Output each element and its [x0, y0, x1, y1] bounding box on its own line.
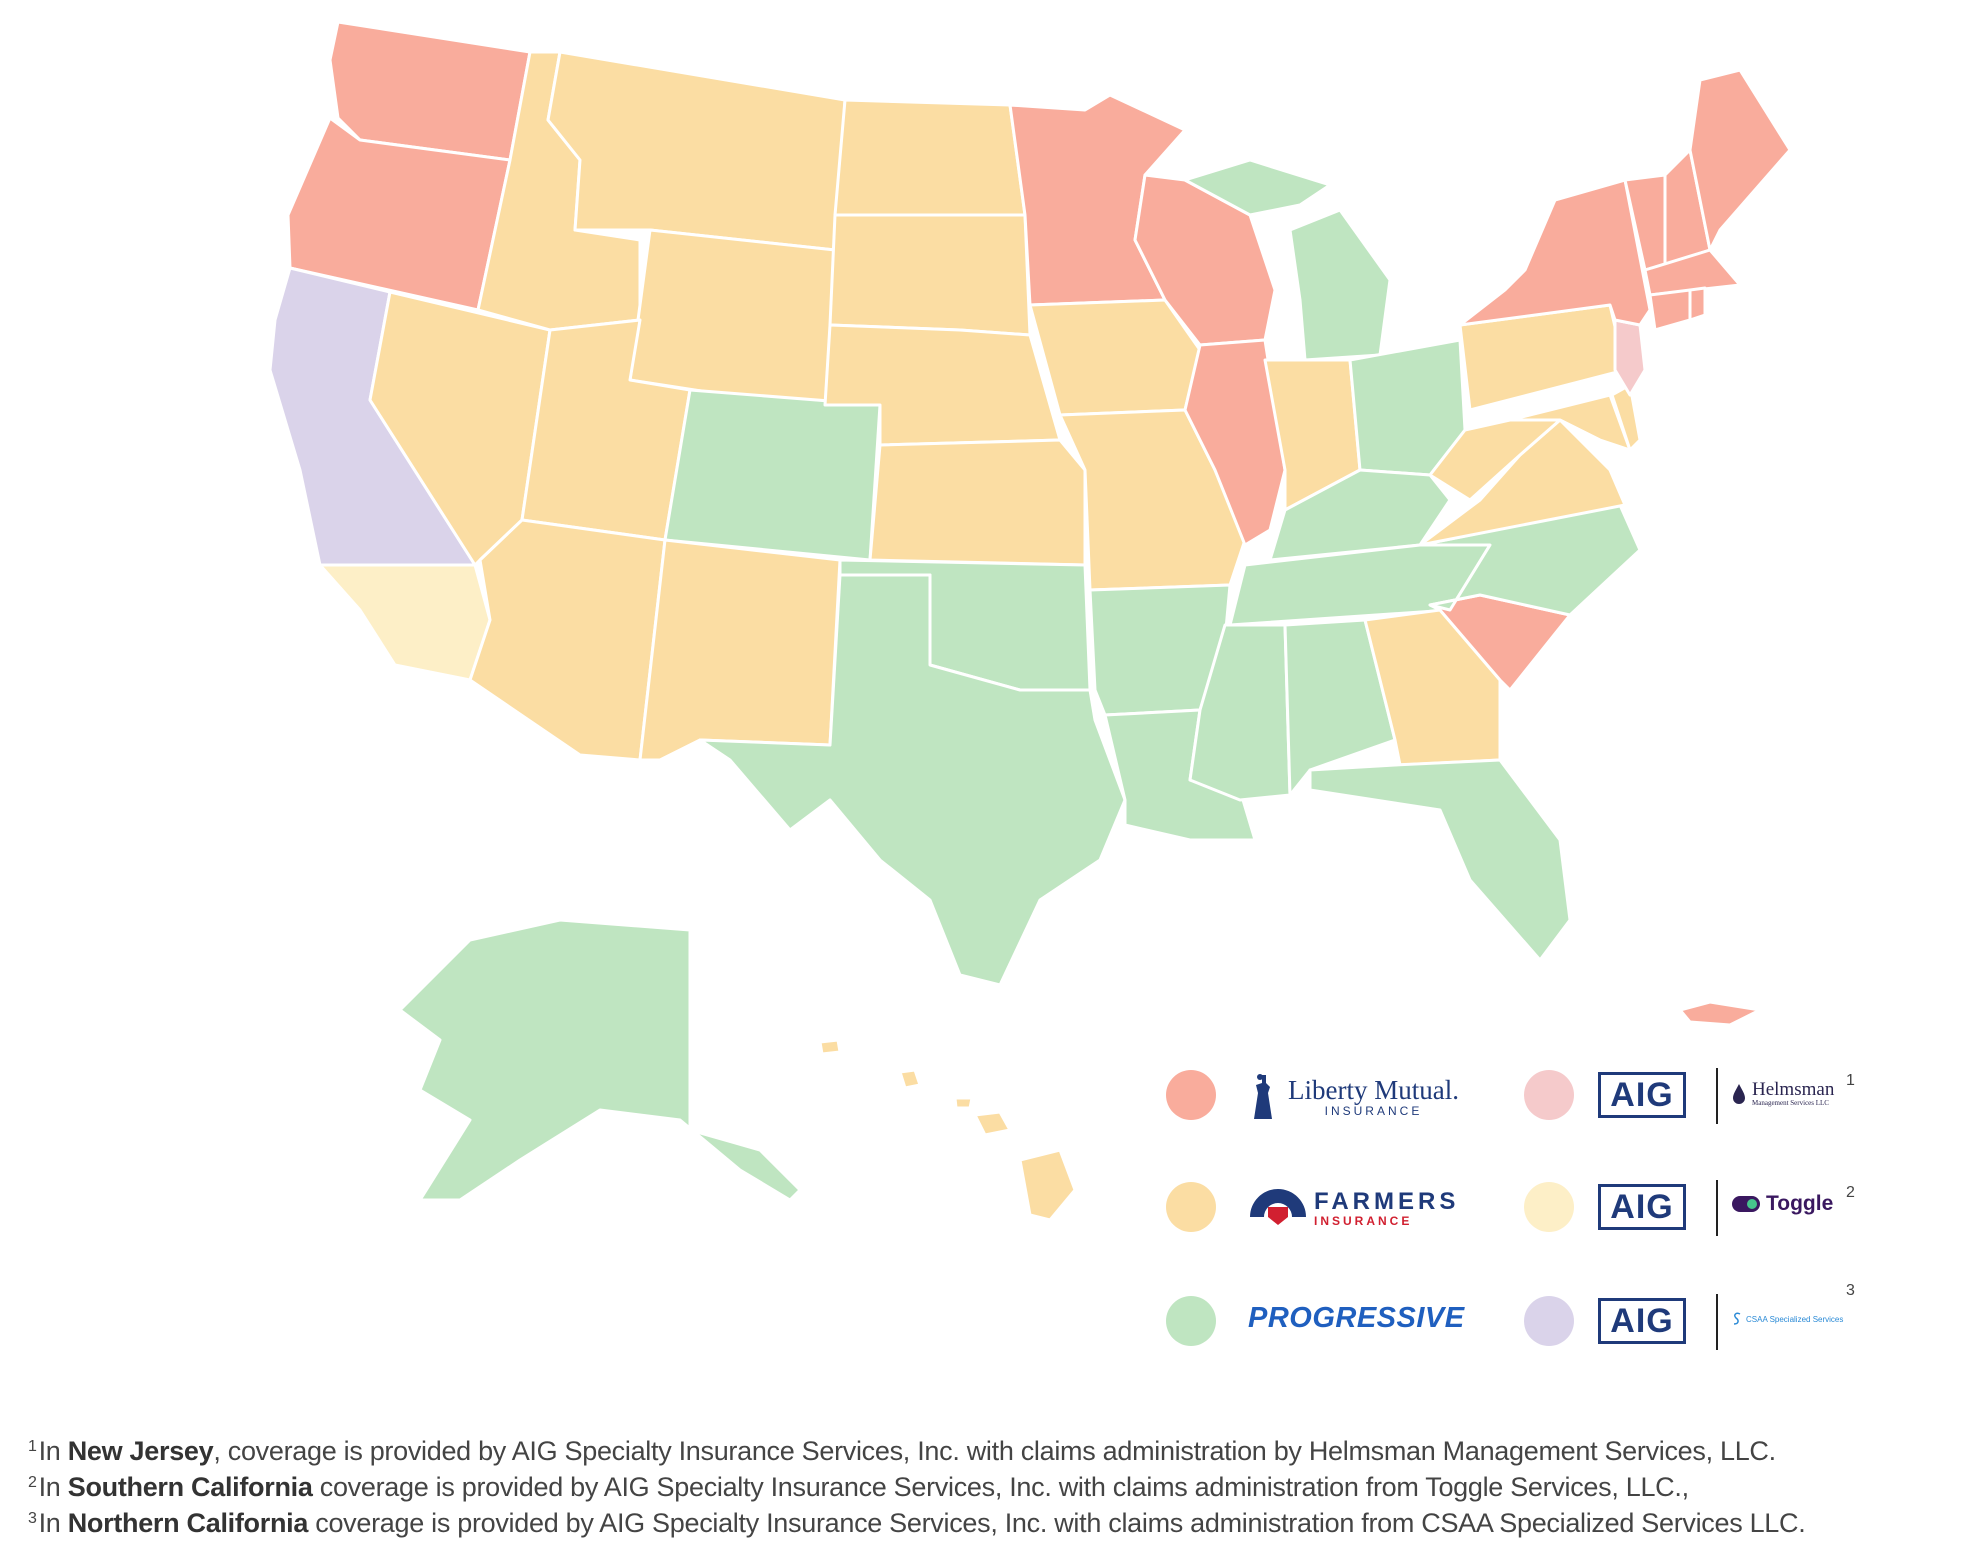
farmers-subtext: INSURANCE	[1314, 1214, 1413, 1228]
toggle-logo: Toggle	[1732, 1192, 1833, 1216]
state-CT[interactable]	[1648, 288, 1692, 332]
state-TX[interactable]	[698, 573, 1127, 987]
state-NC[interactable]	[1418, 503, 1642, 617]
footnote-pre: In	[38, 1472, 68, 1502]
footnote-number: 2	[28, 1474, 37, 1491]
footnote-number: 3	[28, 1510, 37, 1527]
state-MD[interactable]	[1508, 393, 1632, 452]
logo-divider	[1716, 1294, 1718, 1350]
helmsman-logo: Helmsman Management Services LLC	[1732, 1080, 1834, 1107]
state-AZ[interactable]	[468, 518, 667, 762]
state-HI-island[interactable]	[953, 1096, 974, 1110]
state-KS[interactable]	[868, 438, 1087, 567]
csaa-logo: CSAA Specialized Services	[1732, 1312, 1843, 1326]
toggle-switch-icon	[1732, 1196, 1760, 1212]
state-HI-island[interactable]	[973, 1110, 1012, 1137]
logo-divider	[1716, 1180, 1718, 1236]
aig-logo: AIG	[1598, 1184, 1686, 1230]
liberty-mutual-logo: Liberty Mutual. INSURANCE	[1248, 1070, 1459, 1124]
state-SD[interactable]	[828, 213, 1032, 337]
state-MA[interactable]	[1643, 248, 1742, 297]
aig-logo: AIG	[1598, 1298, 1686, 1344]
helmsman-drop-icon	[1732, 1083, 1746, 1105]
footnote-pre: In	[38, 1436, 68, 1466]
footnote-2: 2In Southern California coverage is prov…	[28, 1472, 1689, 1503]
state-ND[interactable]	[833, 98, 1027, 217]
helmsman-subtext: Management Services LLC	[1752, 1099, 1829, 1107]
footnote-number: 1	[28, 1438, 37, 1455]
legend-dot-aig-csaa	[1524, 1296, 1574, 1346]
footnote-text: coverage is provided by AIG Specialty In…	[312, 1472, 1689, 1502]
toggle-name: Toggle	[1766, 1192, 1834, 1215]
footnote-ref-3: 3	[1846, 1282, 1855, 1299]
state-CO[interactable]	[663, 388, 882, 562]
state-southern-california[interactable]	[318, 563, 492, 682]
footnote-state: Southern California	[67, 1472, 313, 1502]
footnote-1: 1In New Jersey, coverage is provided by …	[28, 1436, 1776, 1467]
footnote-ref-2: 2	[1846, 1184, 1855, 1201]
state-HI[interactable]	[1018, 1148, 1077, 1222]
footnote-text: , coverage is provided by AIG Specialty …	[213, 1436, 1776, 1466]
csaa-name: CSAA Specialized Services	[1746, 1314, 1844, 1324]
legend-dot-progressive	[1166, 1296, 1216, 1346]
legend-dot-aig-toggle	[1524, 1182, 1574, 1232]
aig-logo: AIG	[1598, 1072, 1686, 1118]
state-HI-island[interactable]	[898, 1068, 922, 1090]
farmers-name: FARMERS	[1314, 1188, 1460, 1215]
state-IA[interactable]	[1028, 298, 1202, 417]
liberty-mutual-subtext: INSURANCE	[1324, 1104, 1423, 1118]
statue-of-liberty-icon	[1248, 1073, 1280, 1121]
territory-PR[interactable]	[1678, 1000, 1762, 1027]
state-NY[interactable]	[1458, 178, 1652, 327]
state-KY[interactable]	[1268, 468, 1452, 562]
state-ME[interactable]	[1688, 68, 1792, 252]
footnote-text: coverage is provided by AIG Specialty In…	[308, 1508, 1806, 1538]
legend-dot-farmers	[1166, 1182, 1216, 1232]
footnote-3: 3In Northern California coverage is prov…	[28, 1508, 1806, 1539]
footnote-state: New Jersey	[67, 1436, 214, 1466]
helmsman-name: Helmsman	[1752, 1079, 1835, 1100]
state-AK[interactable]	[398, 918, 802, 1202]
state-MI[interactable]	[1288, 208, 1392, 362]
progressive-logo: PROGRESSIVE	[1248, 1302, 1465, 1335]
state-NM[interactable]	[638, 538, 842, 762]
farmers-shield-icon	[1248, 1189, 1308, 1229]
farmers-logo: FARMERS INSURANCE	[1248, 1185, 1459, 1233]
state-NJ[interactable]	[1613, 318, 1647, 397]
state-DE[interactable]	[1610, 383, 1642, 452]
state-MI-upper[interactable]	[1183, 158, 1332, 217]
state-AL[interactable]	[1283, 618, 1397, 797]
state-RI[interactable]	[1688, 286, 1707, 322]
legend-dot-aig-helmsman	[1524, 1070, 1574, 1120]
footnote-pre: In	[38, 1508, 68, 1538]
state-WY[interactable]	[628, 228, 837, 412]
footnote-state: Northern California	[67, 1508, 309, 1538]
progressive-name: PROGRESSIVE	[1248, 1302, 1465, 1334]
state-MT[interactable]	[546, 50, 847, 252]
us-coverage-map	[268, 20, 1792, 1222]
state-HI-island[interactable]	[818, 1038, 842, 1056]
csaa-logo-icon	[1732, 1312, 1742, 1326]
legend-dot-liberty-mutual	[1166, 1070, 1216, 1120]
footnote-ref-1: 1	[1846, 1072, 1855, 1089]
state-FL[interactable]	[1308, 758, 1572, 962]
liberty-mutual-name: Liberty Mutual.	[1288, 1075, 1459, 1105]
logo-divider	[1716, 1068, 1718, 1124]
